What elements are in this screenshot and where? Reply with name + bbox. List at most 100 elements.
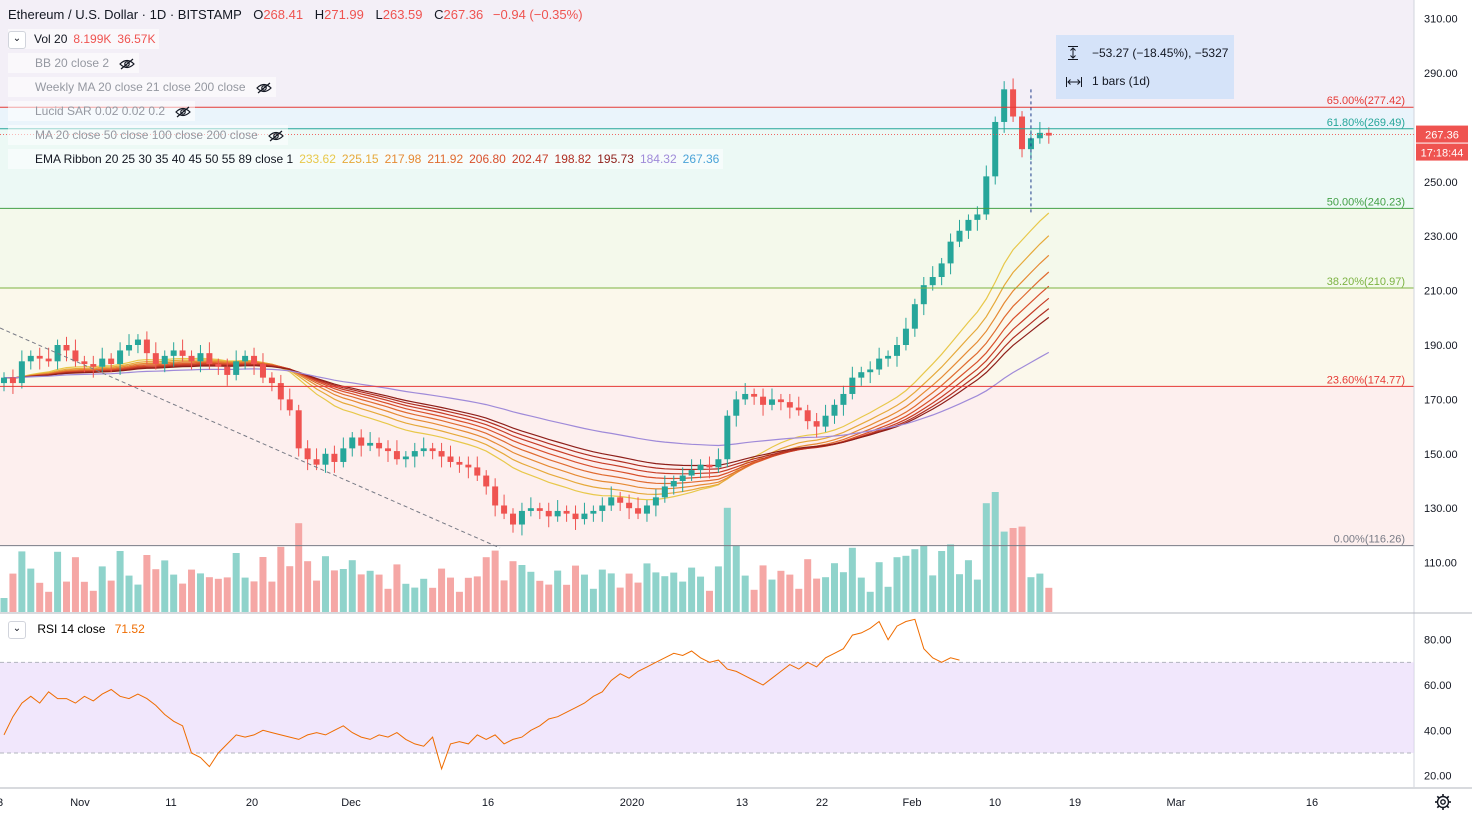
volume-bar [643,563,651,612]
hidden-eye-icon[interactable] [255,82,272,94]
settings-gear-icon[interactable] [1434,793,1452,811]
candle-body [706,464,713,468]
indicator-row[interactable]: EMA Ribbon 20 25 30 35 40 45 50 55 89 cl… [8,149,724,169]
volume-bar [36,582,44,612]
countdown-tag [1416,143,1468,161]
indicator-value: 267.36 [682,152,720,166]
candle-body [724,415,731,460]
candle-body [813,421,820,427]
volume-bar [1036,573,1044,612]
volume-bar [822,577,830,612]
indicator-row[interactable]: ⌄ Vol 20 8.199K 36.57K [8,29,160,49]
candle-body [929,277,936,286]
indicator-row[interactable]: Lucid SAR 0.02 0.02 0.2 [8,101,196,121]
candle-body [27,355,34,362]
volume-bar [98,566,106,612]
candle-body [1,377,7,384]
price-tick-label: 110.00 [1424,558,1457,570]
volume-bar [527,571,535,612]
candle-body [277,383,284,400]
candle-body [170,350,177,356]
candle-body [340,448,347,462]
hidden-eye-icon[interactable] [267,130,284,142]
candle-body [688,470,695,476]
trend-line [0,327,501,549]
volume-bar [830,563,838,612]
candle-body [885,355,892,359]
volume-bar [616,587,624,612]
candle-body [233,361,240,375]
legend-collapse-button[interactable]: ⌄ [8,30,26,49]
indicator-value: 184.32 [639,152,677,166]
fib-zone [0,287,1414,387]
candle-body [1036,132,1043,139]
volume-bar [661,576,669,612]
fib-level-label: 23.60%(174.77) [1327,374,1405,386]
candle-body [742,393,749,400]
candle-body [965,219,972,231]
time-tick-label: 11 [165,797,176,809]
volume-bar [348,560,356,612]
candle-body [1045,132,1052,136]
volume-bar [679,581,687,612]
time-tick-label: 19 [1069,797,1081,809]
open-value: 268.41 [263,7,304,22]
volume-bar [330,570,338,612]
time-tick-label: 3 [0,797,3,809]
volume-bar [357,574,365,612]
candle-body [822,415,829,427]
indicator-row[interactable]: BB 20 close 2 [8,53,140,73]
candle-body [974,214,981,220]
measure-tooltip: −53.27 (−18.45%), −5327 1 bars (1d) [1056,35,1234,99]
indicator-name: BB 20 close 2 [35,56,110,70]
volume-bar [554,570,562,612]
price-tick-label: 130.00 [1424,503,1458,515]
volume-bar [625,573,633,612]
volume-bar [125,575,133,612]
volume-bar [670,572,678,612]
candle-body [661,486,668,498]
candle-body [840,393,847,405]
volume-bar [723,507,731,612]
countdown-value: 17:18:44 [1421,148,1464,160]
fib-level-label: 38.20%(210.97) [1327,276,1405,288]
candle-body [99,358,106,367]
volume-bar [536,580,544,612]
last-price-tag [1416,125,1468,143]
volume-bar [232,553,240,612]
candle-body [760,396,767,405]
volume-bar [804,559,812,612]
candle-body [161,355,168,365]
volume-bar [375,574,383,612]
rsi-band [0,662,1414,753]
candle-body [206,353,213,365]
hidden-eye-icon[interactable] [175,106,191,118]
volume-bar [214,578,222,612]
price-tick-label: 290.00 [1424,68,1458,80]
volume-bar [902,555,910,612]
candle-body [1010,89,1017,117]
candle-body [876,358,883,370]
volume-bar [786,574,794,612]
candle-body [447,456,454,462]
volume-bar [938,551,946,612]
horizontal-measure-icon [1066,77,1082,87]
candle-body [643,505,650,514]
indicator-row[interactable]: MA 20 close 50 close 100 close 200 close [8,125,288,145]
candle-body [224,366,231,375]
candle-body [527,508,534,511]
volume-bar [732,545,740,612]
rsi-collapse-button[interactable]: ⌄ [8,621,26,639]
last-price-value: 267.36 [1425,130,1459,142]
candle-body [304,448,311,460]
candle-body [501,505,508,514]
volume-bar [714,566,722,612]
candle-body [510,513,517,525]
hidden-eye-icon[interactable] [119,58,135,70]
volume-bar [982,503,990,612]
symbol-title: Ethereum / U.S. Dollar · 1D · BITSTAMP [8,7,242,22]
indicator-row[interactable]: Weekly MA 20 close 21 close 200 close [8,77,276,97]
volume-bar [509,561,517,612]
